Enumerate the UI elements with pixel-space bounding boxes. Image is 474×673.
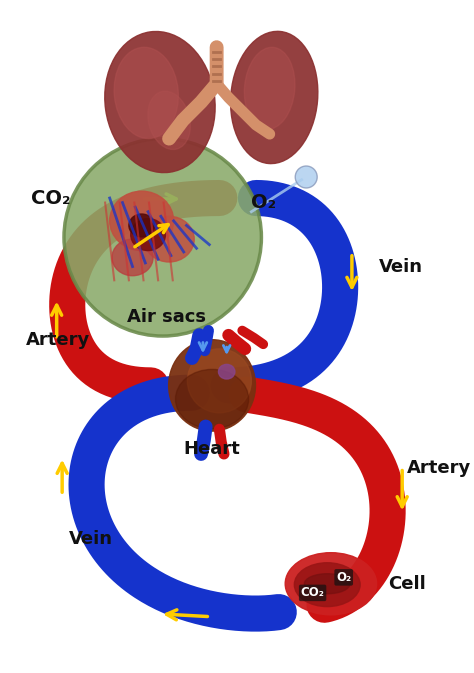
Text: Cell: Cell xyxy=(389,575,426,593)
Text: Air sacs: Air sacs xyxy=(127,308,206,326)
Ellipse shape xyxy=(131,219,165,250)
Ellipse shape xyxy=(129,214,155,237)
Text: CO₂: CO₂ xyxy=(30,188,70,207)
Ellipse shape xyxy=(245,47,295,129)
Text: CO₂: CO₂ xyxy=(301,586,325,600)
Ellipse shape xyxy=(169,340,255,431)
Ellipse shape xyxy=(230,32,318,164)
Ellipse shape xyxy=(175,369,249,429)
Ellipse shape xyxy=(304,573,350,594)
Text: Artery: Artery xyxy=(26,330,90,349)
Text: Vein: Vein xyxy=(379,258,423,275)
Circle shape xyxy=(295,166,317,188)
Ellipse shape xyxy=(114,47,178,139)
Circle shape xyxy=(64,139,262,336)
Ellipse shape xyxy=(105,32,215,172)
Ellipse shape xyxy=(148,91,191,149)
Ellipse shape xyxy=(109,191,173,250)
Text: Heart: Heart xyxy=(184,440,240,458)
Ellipse shape xyxy=(219,364,235,379)
Ellipse shape xyxy=(285,553,377,615)
Ellipse shape xyxy=(144,216,194,262)
Text: O₂: O₂ xyxy=(251,193,276,212)
Text: O₂: O₂ xyxy=(336,571,351,584)
Text: Artery: Artery xyxy=(407,459,471,476)
Ellipse shape xyxy=(187,349,251,413)
Ellipse shape xyxy=(112,239,153,276)
Ellipse shape xyxy=(294,563,360,606)
Text: Vein: Vein xyxy=(69,530,113,548)
